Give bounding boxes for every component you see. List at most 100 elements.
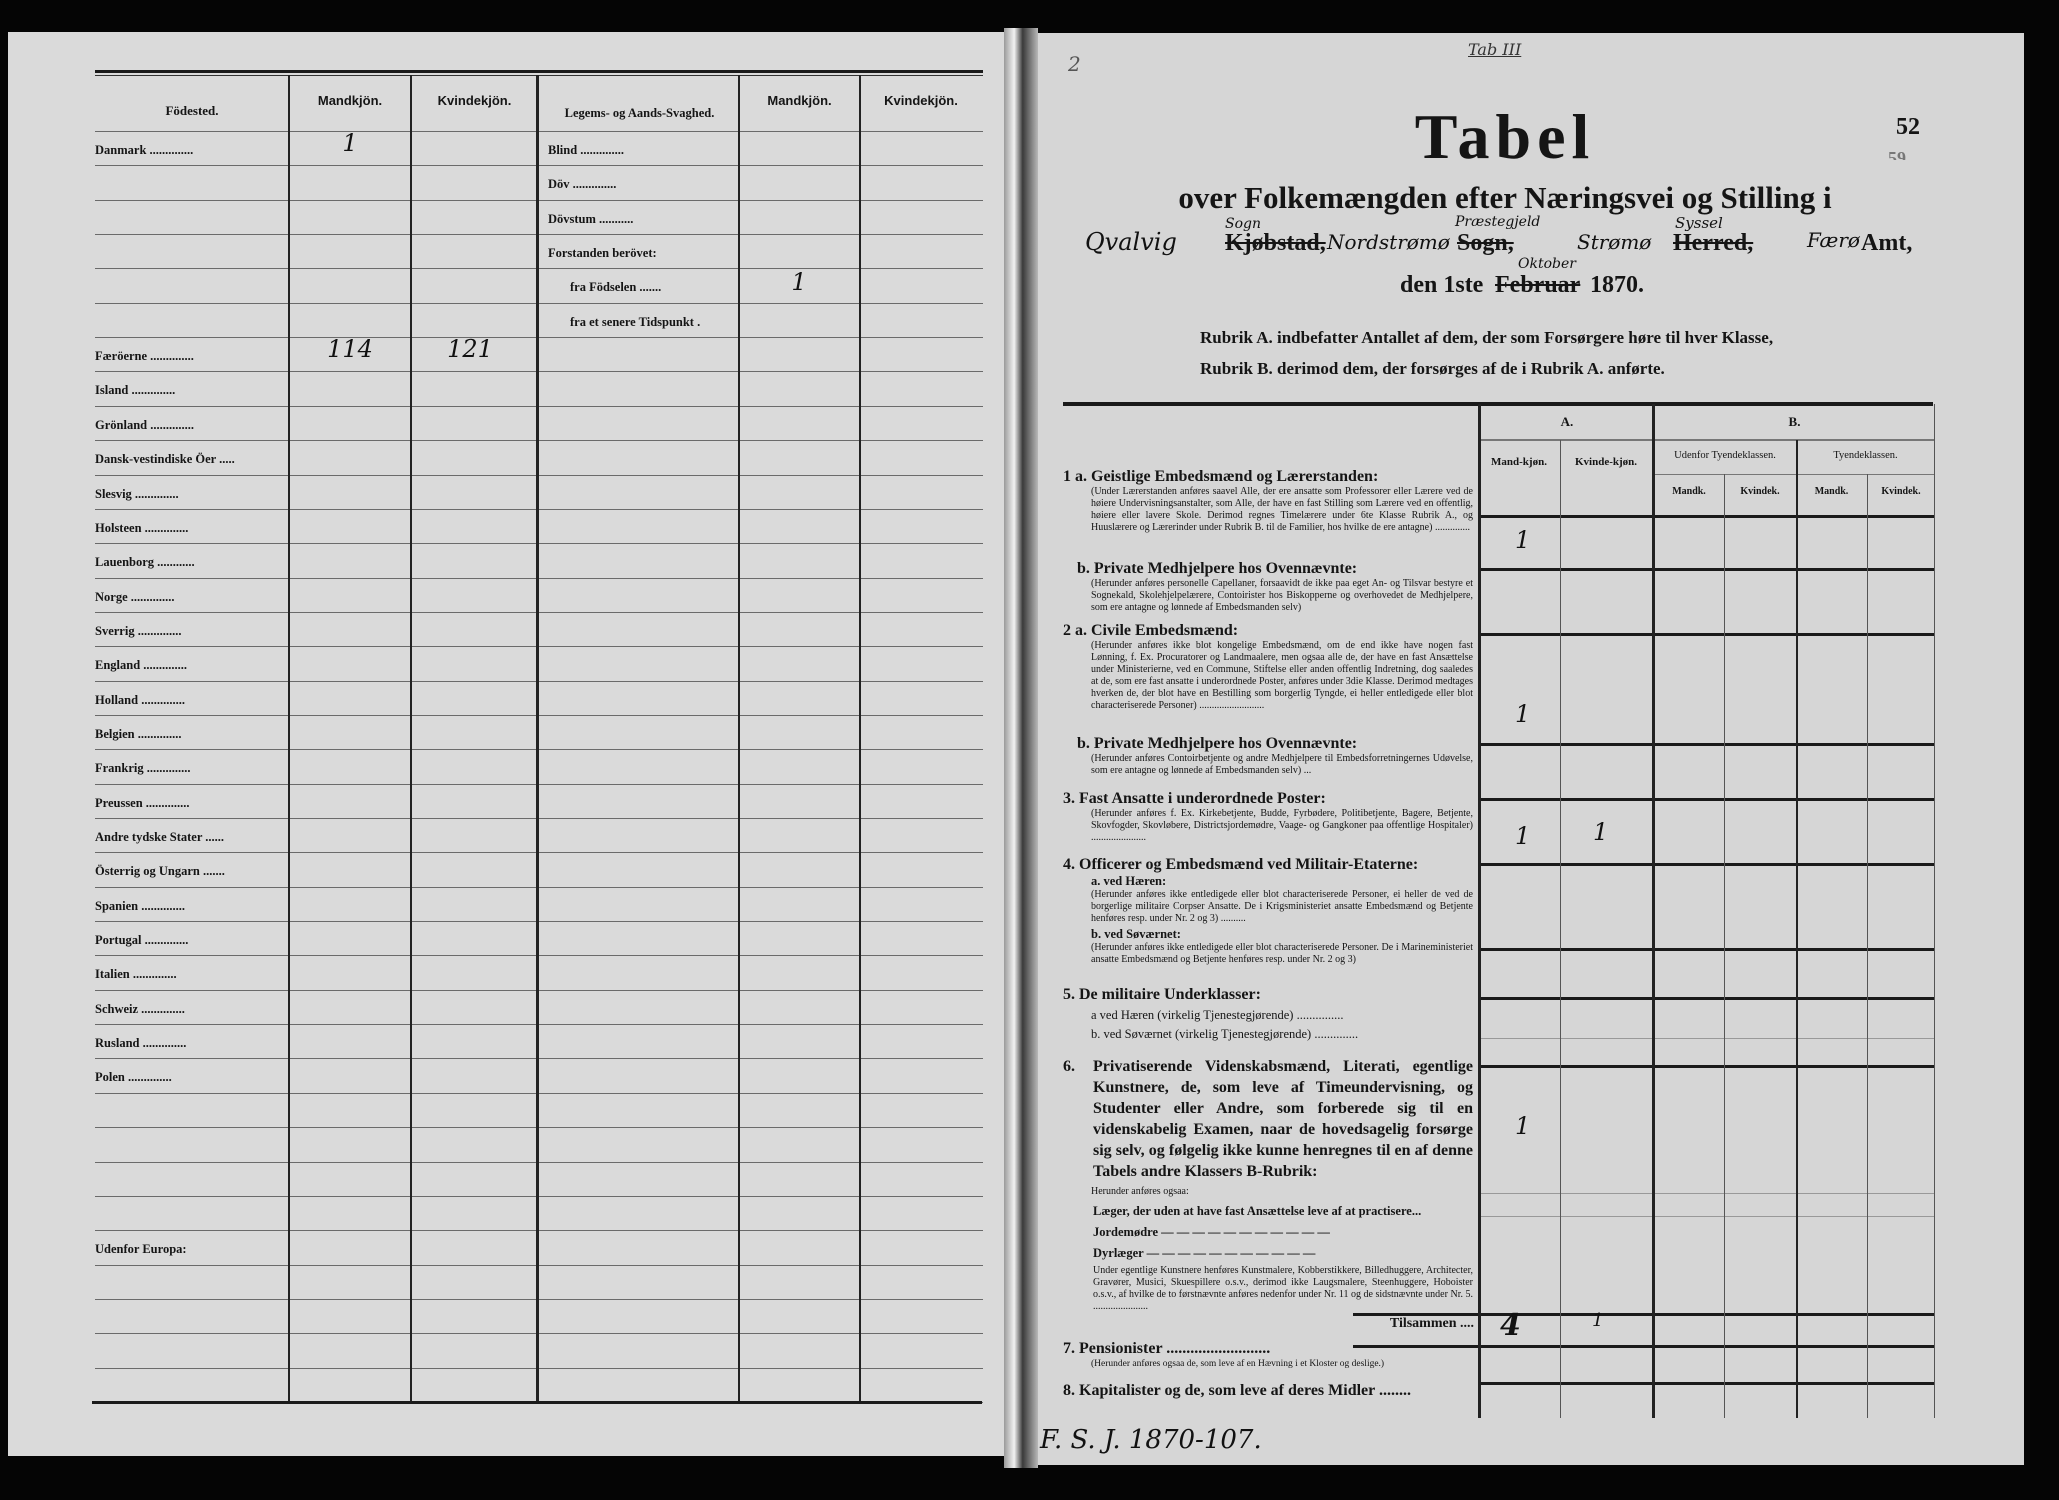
row-rule	[95, 784, 983, 785]
fodested-row-label: Österrig og Ungarn .......	[95, 864, 225, 878]
row-rule	[95, 1265, 983, 1266]
row-7: 7. Pensionister ........................…	[1063, 1340, 1473, 1370]
value-1a-mand: 1	[1515, 526, 1531, 554]
row-rule	[95, 852, 983, 853]
row-rule	[95, 1024, 983, 1025]
row-rule	[95, 337, 983, 338]
top-rule-2	[95, 75, 983, 76]
row-rule	[1480, 1382, 1935, 1385]
row-sub-a: a. ved Hæren:	[1091, 874, 1167, 888]
row-rule	[1480, 743, 1935, 746]
row-sub-b: b. ved Søværnet:	[1091, 927, 1181, 941]
row-title: Officerer og Embedsmænd ved Militair-Eta…	[1079, 856, 1419, 873]
printed-kjobstad: Kjøbstad,	[1225, 230, 1326, 256]
row-rule	[95, 818, 983, 819]
fodested-row-label: Rusland ..............	[95, 1036, 187, 1050]
column-divider	[1867, 474, 1868, 1418]
header-fodested: Födested.	[165, 103, 219, 118]
row-rule	[95, 1127, 983, 1128]
row-sub-a: a ved Hæren (virkelig Tjenestegjørende) …	[1091, 1008, 1344, 1022]
column-divider	[859, 75, 861, 1402]
row-number: 4.	[1063, 856, 1075, 873]
document-subtitle: over Folkemængden efter Næringsvei og St…	[1178, 180, 1832, 215]
row-rule	[95, 543, 983, 544]
row-rule	[1480, 633, 1935, 636]
svaghed-row-label: Blind ..............	[548, 143, 625, 157]
fodested-row-label: Holland ..............	[95, 693, 185, 707]
row-title: Private Medhjelpere hos Ovennævnte:	[1093, 560, 1358, 577]
old-page-number: 59	[1888, 148, 1906, 160]
row-number: 3.	[1063, 790, 1075, 807]
value-6-mand: 1	[1515, 1112, 1531, 1140]
row-rule	[95, 1333, 983, 1334]
fodested-row-label: Holsteen ..............	[95, 521, 189, 535]
row-rule	[1353, 1345, 1935, 1348]
row-rule	[95, 1230, 983, 1231]
column-divider	[1478, 404, 1481, 1418]
right-page	[1038, 33, 2024, 1465]
document-title: Tabel	[1414, 101, 1596, 172]
fodested-row-label: Dansk-vestindiske Öer .....	[95, 452, 235, 466]
row-rule-thin	[1480, 1216, 1935, 1217]
row-note: (Herunder anføres personelle Capellaner,…	[1091, 578, 1473, 613]
handwritten-month: Oktober	[1518, 256, 1576, 272]
place-line: Qvalvig Sogn Kjøbstad, Nordstrømø Præste…	[1085, 214, 1925, 272]
header-b-mandk-1: Mandk.	[1672, 486, 1706, 497]
row-jordemodre: Jordemødre — — — — — — — — — — —	[1093, 1225, 1330, 1239]
row-rule	[95, 440, 983, 441]
row-rule-thin	[1480, 1038, 1935, 1039]
header-b-kvindek-2: Kvindek.	[1881, 486, 1921, 497]
row-rule	[95, 612, 983, 613]
top-rule	[95, 70, 983, 73]
row-rule	[95, 1368, 983, 1369]
column-divider	[288, 75, 290, 1402]
row-rule	[1353, 1313, 1935, 1316]
fodested-row-label: Udenfor Europa:	[95, 1242, 187, 1256]
column-divider	[1652, 404, 1655, 1418]
header-tyendeklassen: Tyendeklassen.	[1833, 450, 1898, 461]
bottom-rule	[92, 1401, 982, 1404]
row-laeger: Læger, der uden at have fast Ansættelse …	[1093, 1204, 1422, 1218]
row-number: b.	[1077, 560, 1090, 577]
row-rule	[95, 646, 983, 647]
row-sub-b: b. ved Søværnet (virkelig Tjenestegjøren…	[1091, 1027, 1359, 1041]
handwritten-syssel: Syssel	[1675, 214, 1723, 232]
row-note: Under egentlige Kunstnere henføres Kunst…	[1093, 1265, 1473, 1312]
row-4: 4. Officerer og Embedsmænd ved Militair-…	[1063, 856, 1473, 966]
fodested-mand-value: 114	[327, 335, 373, 363]
handwritten-praestegjeld: Præstegjeld	[1455, 214, 1541, 230]
header-mandkjon-2: Mandkjön.	[767, 93, 832, 108]
row-herunder: Herunder anføres ogsaa:	[1091, 1186, 1189, 1197]
left-page	[8, 32, 1004, 1456]
subheader-rule	[1654, 474, 1935, 475]
header-kvindekjon-2: Kvindekjön.	[884, 93, 958, 108]
value-3-mand: 1	[1515, 822, 1531, 850]
column-divider	[1724, 474, 1725, 1418]
top-scribble: Tab III	[1468, 40, 1522, 59]
value-2a-mand: 1	[1515, 700, 1531, 728]
page-number: 52	[1896, 114, 1920, 140]
row-title: De militaire Underklasser:	[1079, 986, 1261, 1003]
row-title: Pensionister ..........................	[1079, 1340, 1271, 1357]
row-title: Fast Ansatte i underordnede Poster:	[1079, 790, 1326, 807]
row-rule-thin	[1480, 1193, 1935, 1194]
row-note: (Herunder anføres ikke entledigede eller…	[1091, 889, 1473, 924]
row-number: b.	[1077, 735, 1090, 752]
header-svaghed: Legems- og Aands-Svaghed.	[564, 106, 715, 120]
row-rule	[1480, 568, 1935, 571]
header-mandkjon: Mandkjön.	[317, 93, 383, 108]
row-rule	[95, 1058, 983, 1059]
fodested-row-label: Portugal ..............	[95, 933, 189, 947]
handwritten-district: Strømø	[1577, 230, 1652, 254]
archive-reference: F. S. J. 1870-107.	[1040, 1425, 1262, 1455]
svaghed-row-label: Forstanden berövet:	[548, 246, 657, 260]
fodested-row-label: Norge ..............	[95, 590, 175, 604]
row-number: 6.	[1063, 1058, 1075, 1075]
fodested-mand-value: 1	[342, 129, 358, 157]
fodested-row-label: Island ..............	[95, 383, 176, 397]
svaghed-row-label: fra et senere Tidspunkt .	[570, 315, 701, 329]
value-3-kvinde: 1	[1593, 818, 1609, 846]
row-1a: 1 a. Geistlige Embedsmænd og Lærerstande…	[1063, 468, 1473, 534]
row-note: (Herunder anføres Contoirbetjente og and…	[1091, 753, 1473, 776]
row-rule	[1480, 1065, 1935, 1068]
